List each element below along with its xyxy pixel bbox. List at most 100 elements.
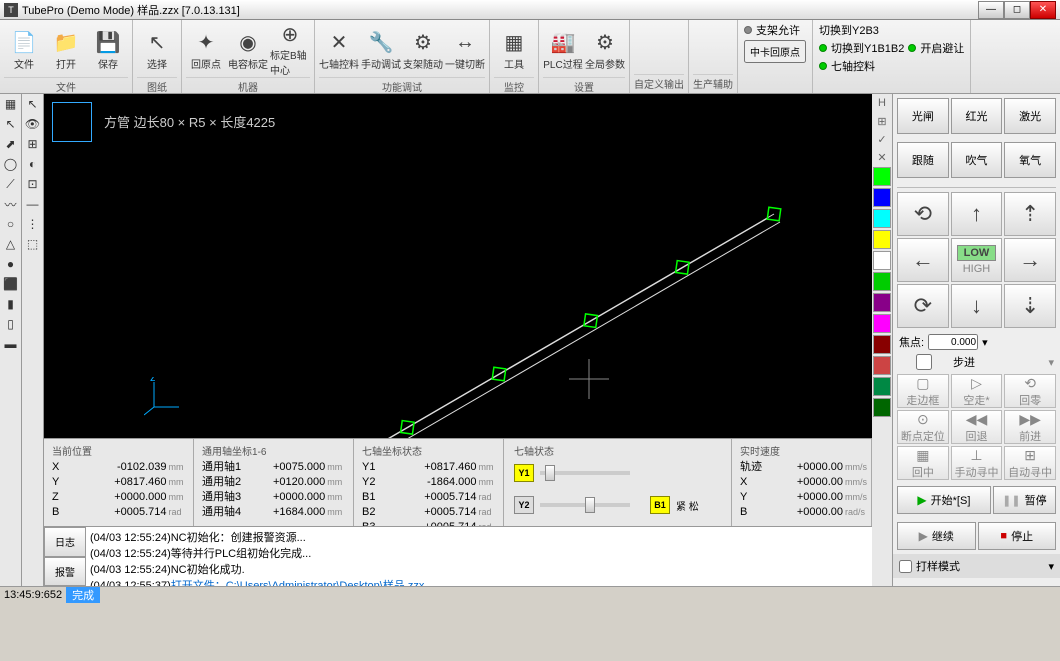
tool-icon[interactable]: — <box>22 194 43 214</box>
arrow-0[interactable]: ⟲ <box>897 192 949 236</box>
panel-通用轴坐标1-6: 通用轴坐标1-6通用轴1+0075.000mm通用轴2+0120.000mm通用… <box>194 439 354 526</box>
palette-cmd[interactable]: ✕ <box>872 148 892 166</box>
color-swatch[interactable] <box>873 293 891 312</box>
ribbon-全局参数[interactable]: ⚙全局参数 <box>585 22 625 77</box>
mid-回退[interactable]: ◀◀回退 <box>951 410 1003 444</box>
mid-前进[interactable]: ▶▶前进 <box>1004 410 1056 444</box>
mid-手动寻中[interactable]: ⊥手动寻中 <box>951 446 1003 480</box>
tool-icon[interactable]: ↖ <box>0 114 21 134</box>
start-button[interactable]: ▶开始*[S] <box>897 486 991 514</box>
mid-断点定位[interactable]: ⊙断点定位 <box>897 410 949 444</box>
ribbon-七轴控料[interactable]: ✕七轴控料 <box>319 22 359 77</box>
palette-cmd[interactable]: ✓ <box>872 130 892 148</box>
mode-row[interactable]: 打样模式▾ <box>893 554 1060 578</box>
minimize-button[interactable]: ― <box>978 1 1004 19</box>
tool-icon[interactable]: ▮ <box>0 294 21 314</box>
tool-icon[interactable]: ◯ <box>0 154 21 174</box>
tool-icon[interactable]: ◐ <box>22 154 43 174</box>
ribbon-一键切断[interactable]: ↔一键切断 <box>445 22 485 77</box>
status-time: 13:45:9:652 <box>4 589 62 601</box>
ribbon-side-item[interactable]: 中卡回原点 <box>744 40 806 63</box>
color-swatch[interactable] <box>873 230 891 249</box>
tool-icon[interactable] <box>22 254 43 274</box>
tool-icon[interactable]: △ <box>0 234 21 254</box>
mid-走边框[interactable]: ▢走边框 <box>897 374 949 408</box>
step-checkbox[interactable] <box>899 354 949 370</box>
tool-icon[interactable]: ▬ <box>0 334 21 354</box>
arrow-2[interactable]: ⇡ <box>1004 192 1056 236</box>
color-swatch[interactable] <box>873 167 891 186</box>
ctrl-红光[interactable]: 红光 <box>951 98 1003 134</box>
ribbon-工具[interactable]: ▦工具 <box>494 22 534 77</box>
log-line: (04/03 12:55:24)等待并行PLC组初始化完成... <box>90 545 868 561</box>
color-swatch[interactable] <box>873 251 891 270</box>
palette-cmd[interactable]: H <box>872 94 892 112</box>
color-swatch[interactable] <box>873 188 891 207</box>
ribbon-side-item[interactable]: 切换到Y1B1B2 开启避让 <box>819 40 964 56</box>
tool-icon[interactable] <box>22 274 43 294</box>
color-swatch[interactable] <box>873 356 891 375</box>
color-swatch[interactable] <box>873 209 891 228</box>
mid-回零[interactable]: ⟲回零 <box>1004 374 1056 408</box>
ctrl-氧气[interactable]: 氧气 <box>1004 142 1056 178</box>
ribbon-side-item[interactable]: 七轴控料 <box>819 58 964 74</box>
color-swatch[interactable] <box>873 377 891 396</box>
arrow-5[interactable]: → <box>1004 238 1056 282</box>
ribbon-选择[interactable]: ↖选择 <box>137 22 177 77</box>
arrow-6[interactable]: ⟳ <box>897 284 949 328</box>
mid-回中[interactable]: ▦回中 <box>897 446 949 480</box>
tool-icon[interactable]: ⬈ <box>0 134 21 154</box>
ribbon-回原点[interactable]: ✦回原点 <box>186 22 226 77</box>
tool-icon[interactable]: ▦ <box>0 94 21 114</box>
close-button[interactable]: ✕ <box>1030 1 1056 19</box>
arrow-3[interactable]: ← <box>897 238 949 282</box>
log-tab-报警[interactable]: 报警 <box>44 557 86 587</box>
arrow-1[interactable]: ↑ <box>951 192 1003 236</box>
stop-button[interactable]: ■停止 <box>978 522 1057 550</box>
arrow-8[interactable]: ⇣ <box>1004 284 1056 328</box>
mid-空走*[interactable]: ▷空走* <box>951 374 1003 408</box>
ctrl-光闸[interactable]: 光闸 <box>897 98 949 134</box>
ribbon-支架随动[interactable]: ⚙支架随动 <box>403 22 443 77</box>
mid-自动寻中[interactable]: ⊞自动寻中 <box>1004 446 1056 480</box>
tool-icon[interactable]: 〰 <box>0 194 21 214</box>
ribbon-电容标定[interactable]: ◉电容标定 <box>228 22 268 77</box>
color-swatch[interactable] <box>873 314 891 333</box>
arrow-7[interactable]: ↓ <box>951 284 1003 328</box>
tool-icon[interactable]: ⊞ <box>22 134 43 154</box>
pause-button[interactable]: ❚❚暂停 <box>993 486 1056 514</box>
tool-icon[interactable]: ⊡ <box>22 174 43 194</box>
maximize-button[interactable]: ◻ <box>1004 1 1030 19</box>
tool-icon[interactable]: ⬚ <box>22 234 43 254</box>
ribbon-保存[interactable]: 💾保存 <box>88 22 128 77</box>
ctrl-跟随[interactable]: 跟随 <box>897 142 949 178</box>
ribbon-side-item[interactable]: 切换到Y2B3 <box>819 22 964 38</box>
tool-icon[interactable]: ⬛ <box>0 274 21 294</box>
tool-icon[interactable]: ● <box>0 254 21 274</box>
ribbon-文件[interactable]: 📄文件 <box>4 22 44 77</box>
ribbon-手动调试[interactable]: 🔧手动调试 <box>361 22 401 77</box>
tool-icon[interactable]: ▯ <box>0 314 21 334</box>
log-tab-日志[interactable]: 日志 <box>44 527 86 557</box>
ribbon-打开[interactable]: 📁打开 <box>46 22 86 77</box>
titlebar: T TubePro (Demo Mode) 样品.zzx [7.0.13.131… <box>0 0 1060 20</box>
viewport-canvas[interactable]: 方管 边长80 × R5 × 长度4225 z <box>44 94 872 438</box>
color-swatch[interactable] <box>873 398 891 417</box>
ribbon-group-label: 设置 <box>543 77 625 94</box>
ctrl-吹气[interactable]: 吹气 <box>951 142 1003 178</box>
tool-icon[interactable]: ○ <box>0 214 21 234</box>
ribbon-标定B轴中心[interactable]: ⊕标定B轴中心 <box>270 22 310 77</box>
ribbon-side-item[interactable]: 支架允许 <box>744 22 806 38</box>
focus-input[interactable] <box>928 334 978 350</box>
palette-cmd[interactable]: ⊞ <box>872 112 892 130</box>
tool-icon[interactable]: ⋮ <box>22 214 43 234</box>
tool-icon[interactable]: ↖ <box>22 94 43 114</box>
tool-icon[interactable]: 👁 <box>22 114 43 134</box>
color-swatch[interactable] <box>873 272 891 291</box>
tool-icon[interactable]: ⟋ <box>0 174 21 194</box>
ribbon-PLC过程[interactable]: 🏭PLC过程 <box>543 22 583 77</box>
arrow-4[interactable]: LOWHIGH <box>951 238 1003 282</box>
color-swatch[interactable] <box>873 335 891 354</box>
continue-button[interactable]: ▶继续 <box>897 522 976 550</box>
ctrl-激光[interactable]: 激光 <box>1004 98 1056 134</box>
